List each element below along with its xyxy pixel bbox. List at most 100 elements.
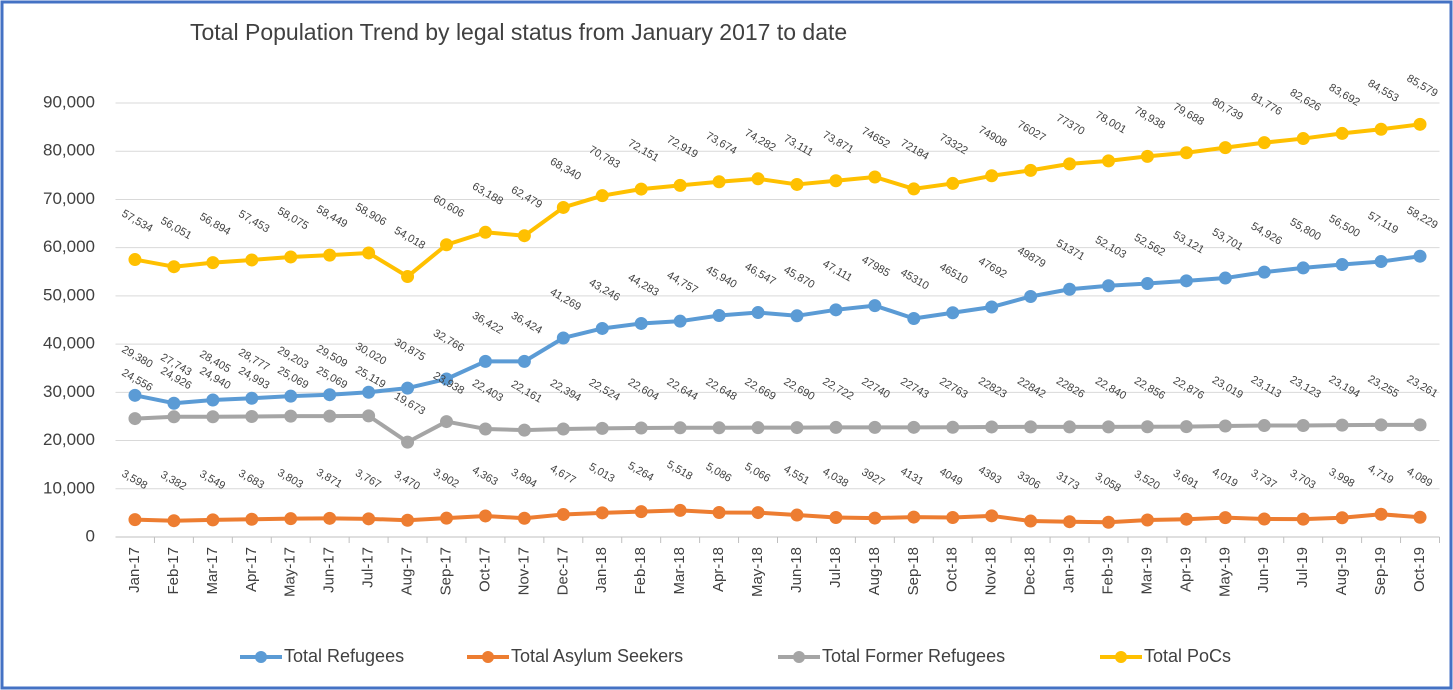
data-point: [206, 393, 220, 407]
x-tick-label: Sep-19: [1372, 547, 1389, 595]
legend-marker: [793, 651, 805, 663]
data-point: [556, 200, 570, 214]
x-tick-label: Jul-19: [1294, 547, 1311, 588]
data-point: [946, 510, 960, 524]
data-point: [985, 509, 999, 523]
data-point: [1102, 154, 1115, 168]
data-point: [595, 506, 609, 520]
data-point: [790, 309, 804, 323]
data-point: [1335, 258, 1349, 272]
data-point: [401, 513, 415, 527]
data-point: [1140, 513, 1154, 527]
x-tick-label: Aug-19: [1333, 547, 1350, 595]
x-tick-label: Apr-18: [710, 547, 727, 592]
x-tick-label: Jun-18: [788, 547, 805, 593]
x-tick-label: Mar-17: [204, 547, 221, 595]
data-point: [1374, 255, 1388, 269]
data-point: [1140, 277, 1154, 291]
data-point: [1024, 420, 1038, 434]
legend-label: Total Asylum Seekers: [511, 646, 683, 666]
data-point: [634, 505, 648, 519]
data-point: [245, 253, 259, 267]
x-tick-label: Nov-17: [515, 547, 532, 595]
series-line: [134, 508, 1421, 525]
data-point: [1374, 507, 1388, 521]
data-point: [440, 372, 453, 386]
data-point: [478, 225, 492, 239]
data-point: [478, 354, 492, 368]
data-point: [1218, 141, 1232, 155]
data-point: [1257, 136, 1271, 150]
data-point: [1063, 282, 1077, 296]
data-point: [946, 306, 960, 320]
data-point: [1413, 249, 1427, 263]
data-point: [595, 189, 609, 203]
y-tick-label: 80,000: [43, 141, 95, 160]
x-tick-label: May-19: [1216, 547, 1233, 597]
data-point: [401, 381, 415, 395]
x-tick-label: Jan-17: [126, 547, 143, 593]
data-point: [128, 513, 142, 527]
data-point: [1374, 122, 1388, 136]
data-point: [206, 513, 220, 527]
data-point: [401, 435, 415, 449]
legend-marker: [255, 651, 267, 663]
data-point: [245, 391, 259, 405]
data-point: [1296, 418, 1310, 432]
series-line: [134, 254, 1421, 406]
data-point: [517, 423, 531, 437]
x-tick-label: Mar-18: [671, 547, 688, 595]
data-point: [556, 507, 570, 521]
data-point: [323, 511, 337, 525]
data-point: [517, 229, 531, 243]
data-point: [751, 306, 765, 320]
x-tick-label: Jan-18: [593, 547, 610, 593]
data-point: [1257, 419, 1271, 433]
data-point: [128, 412, 142, 426]
data-point: [284, 250, 298, 264]
data-point: [907, 420, 921, 434]
data-point: [1296, 512, 1310, 526]
data-point: [868, 511, 882, 525]
data-point: [829, 303, 843, 317]
data-point: [1179, 146, 1193, 160]
data-point: [478, 422, 492, 436]
data-point: [1102, 420, 1115, 434]
data-point: [712, 421, 726, 435]
series-line: [134, 413, 1421, 445]
x-tick-label: Jun-19: [1255, 547, 1272, 593]
data-point: [1063, 515, 1077, 529]
data-point: [362, 385, 376, 399]
x-tick-label: May-17: [282, 547, 299, 597]
legend-label: Total PoCs: [1144, 646, 1231, 666]
data-point: [517, 354, 531, 368]
x-tick-label: Jan-19: [1061, 547, 1078, 593]
legend-label: Total Former Refugees: [822, 646, 1005, 666]
data-point: [673, 314, 687, 328]
data-point: [362, 512, 376, 526]
legend-marker: [482, 651, 494, 663]
data-point: [1335, 418, 1349, 432]
data-point: [829, 420, 843, 434]
data-point: [1140, 420, 1154, 434]
x-tick-label: Dec-17: [554, 547, 571, 595]
data-point: [985, 300, 999, 314]
x-tick-label: Jul-18: [827, 547, 844, 588]
data-point: [362, 409, 376, 423]
data-point: [868, 299, 882, 313]
x-tick-label: Apr-19: [1177, 547, 1194, 592]
data-point: [634, 316, 648, 330]
data-point: [1024, 163, 1038, 177]
data-point: [1374, 418, 1388, 432]
data-point: [712, 505, 726, 519]
y-tick-label: 40,000: [43, 334, 95, 353]
data-point: [673, 178, 687, 192]
y-tick-label: 30,000: [43, 382, 95, 401]
data-point: [946, 176, 960, 190]
data-point: [985, 169, 999, 183]
y-tick-label: 10,000: [43, 478, 95, 497]
data-point: [167, 514, 181, 528]
data-point: [478, 509, 492, 523]
x-tick-label: Mar-19: [1138, 547, 1155, 595]
data-point: [673, 421, 687, 435]
